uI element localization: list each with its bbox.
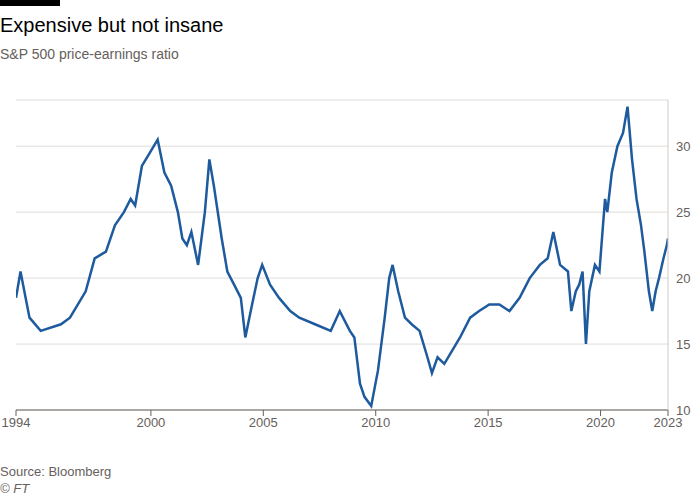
svg-text:25: 25 bbox=[676, 205, 690, 220]
svg-text:2010: 2010 bbox=[361, 415, 390, 430]
svg-text:2005: 2005 bbox=[249, 415, 278, 430]
svg-text:1994: 1994 bbox=[8, 415, 30, 430]
svg-text:2015: 2015 bbox=[474, 415, 503, 430]
html-text:Source: Bloomberg: Source: Bloomberg bbox=[0, 464, 112, 479]
svg-text:2020: 2020 bbox=[586, 415, 615, 430]
svg-text:2000: 2000 bbox=[136, 415, 165, 430]
svg-text:2023: 2023 bbox=[653, 415, 683, 431]
svg-text:20: 20 bbox=[676, 271, 690, 286]
svg-text:10: 10 bbox=[676, 403, 690, 418]
svg-text:15: 15 bbox=[676, 337, 690, 352]
html-text:© FT: © FT bbox=[0, 481, 30, 496]
html-text:S&P 500 price-earnings ratio: S&P 500 price-earnings ratio bbox=[0, 46, 179, 62]
svg-text:30: 30 bbox=[676, 139, 690, 154]
html-text:Expensive but not insane: Expensive but not insane bbox=[0, 14, 224, 36]
